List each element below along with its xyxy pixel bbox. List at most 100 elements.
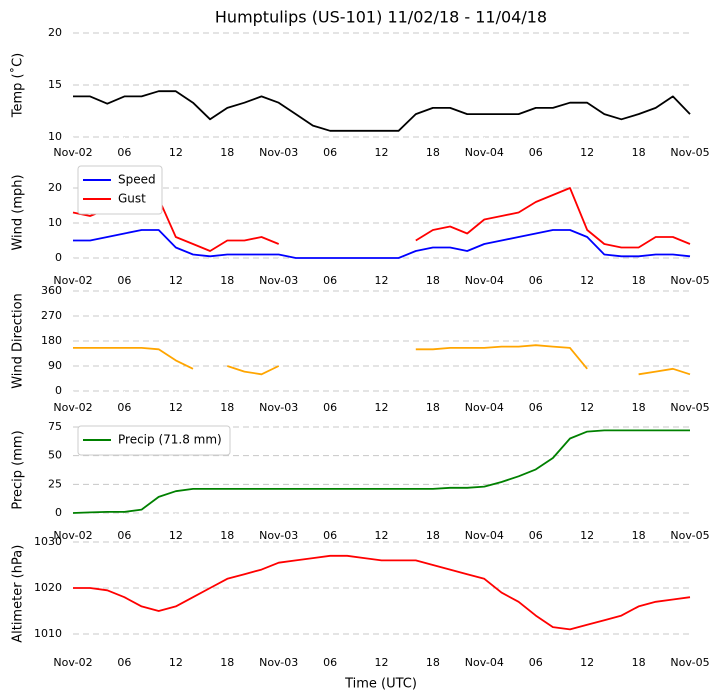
x-tick-label: 06 <box>117 529 131 542</box>
x-tick-label: 12 <box>375 274 389 287</box>
x-tick-label: 18 <box>632 274 646 287</box>
x-tick-label: 06 <box>117 401 131 414</box>
x-tick-label: 06 <box>323 529 337 542</box>
y-tick-label: 10 <box>48 130 62 143</box>
x-tick-label: 06 <box>529 656 543 669</box>
y-tick-label: 0 <box>55 251 62 264</box>
x-tick-label: Nov-03 <box>259 529 298 542</box>
legend-label: Speed <box>118 173 156 187</box>
x-tick-label: 18 <box>220 274 234 287</box>
x-tick-label: 12 <box>580 274 594 287</box>
series-line <box>73 90 691 132</box>
x-tick-label: 18 <box>632 401 646 414</box>
x-tick-label: Nov-03 <box>259 146 298 159</box>
x-tick-label: Nov-04 <box>465 274 504 287</box>
x-axis-label: Time (UTC) <box>344 677 417 692</box>
x-tick-label: Nov-05 <box>670 529 709 542</box>
x-tick-label: 12 <box>375 656 389 669</box>
x-tick-label: 06 <box>117 146 131 159</box>
x-tick-label: 18 <box>632 146 646 159</box>
y-tick-label: 20 <box>48 26 62 39</box>
x-tick-label: 06 <box>323 401 337 414</box>
x-tick-label: 12 <box>169 274 183 287</box>
x-tick-label: 18 <box>220 146 234 159</box>
series-line <box>72 187 691 252</box>
x-tick-label: 18 <box>220 529 234 542</box>
x-tick-label: 06 <box>323 274 337 287</box>
series-line <box>73 344 691 376</box>
y-tick-label: 75 <box>48 420 62 433</box>
x-tick-label: 12 <box>580 529 594 542</box>
x-tick-label: 12 <box>169 656 183 669</box>
x-tick-label: 18 <box>426 401 440 414</box>
x-tick-label: 18 <box>426 146 440 159</box>
x-tick-label: Nov-04 <box>465 529 504 542</box>
x-tick-label: Nov-02 <box>53 401 92 414</box>
legend-label: Gust <box>118 192 146 206</box>
y-tick-label: 360 <box>41 284 62 297</box>
x-tick-label: Nov-05 <box>670 656 709 669</box>
y-axis-label: Altimeter (hPa) <box>11 545 26 643</box>
x-tick-label: 12 <box>580 146 594 159</box>
y-tick-label: 1020 <box>34 581 62 594</box>
x-tick-label: 18 <box>426 656 440 669</box>
x-tick-label: 12 <box>580 656 594 669</box>
x-tick-label: Nov-04 <box>465 401 504 414</box>
x-tick-label: 06 <box>529 529 543 542</box>
x-tick-label: 06 <box>323 146 337 159</box>
x-tick-label: 12 <box>169 529 183 542</box>
x-tick-label: 06 <box>529 401 543 414</box>
y-tick-label: 10 <box>48 216 62 229</box>
x-tick-label: Nov-02 <box>53 656 92 669</box>
x-tick-label: 06 <box>117 656 131 669</box>
y-axis-label: Wind Direction <box>11 293 26 389</box>
x-tick-label: 18 <box>426 529 440 542</box>
series-line <box>73 554 691 631</box>
y-axis-label: Wind (mph) <box>11 174 26 250</box>
x-tick-label: Nov-05 <box>670 146 709 159</box>
x-tick-label: Nov-05 <box>670 274 709 287</box>
x-tick-label: 18 <box>220 401 234 414</box>
x-tick-label: 18 <box>632 529 646 542</box>
y-axis-label: Precip (mm) <box>11 430 26 509</box>
x-tick-label: Nov-04 <box>465 656 504 669</box>
x-tick-label: 12 <box>580 401 594 414</box>
chart-title: Humptulips (US-101) 11/02/18 - 11/04/18 <box>215 8 547 27</box>
x-tick-label: 12 <box>375 529 389 542</box>
x-tick-label: 06 <box>529 274 543 287</box>
x-tick-label: 12 <box>375 401 389 414</box>
y-tick-label: 180 <box>41 334 62 347</box>
y-tick-label: 15 <box>48 78 62 91</box>
series-line <box>72 429 690 514</box>
x-tick-label: 12 <box>169 401 183 414</box>
x-tick-label: 18 <box>632 656 646 669</box>
legend-box <box>77 425 231 456</box>
x-tick-label: 18 <box>220 656 234 669</box>
x-tick-label: 06 <box>117 274 131 287</box>
x-tick-label: Nov-05 <box>670 401 709 414</box>
x-tick-label: Nov-02 <box>53 274 92 287</box>
y-tick-label: 90 <box>48 359 62 372</box>
legend-label: Precip (71.8 mm) <box>118 433 222 447</box>
y-tick-label: 0 <box>55 384 62 397</box>
x-tick-label: 06 <box>529 146 543 159</box>
x-tick-label: 12 <box>375 146 389 159</box>
x-tick-label: Nov-03 <box>259 274 298 287</box>
x-tick-label: 12 <box>169 146 183 159</box>
legend-box <box>77 165 163 215</box>
x-tick-label: 18 <box>426 274 440 287</box>
y-tick-label: 1030 <box>34 535 62 548</box>
series-line <box>73 229 691 259</box>
y-axis-label: Temp (˚C) <box>10 53 26 119</box>
x-tick-label: Nov-04 <box>465 146 504 159</box>
y-tick-label: 20 <box>48 181 62 194</box>
y-tick-label: 1010 <box>34 627 62 640</box>
y-tick-label: 270 <box>41 309 62 322</box>
x-tick-label: Nov-02 <box>53 529 92 542</box>
x-tick-label: Nov-03 <box>259 401 298 414</box>
x-tick-label: Nov-02 <box>53 146 92 159</box>
x-tick-label: 06 <box>323 656 337 669</box>
y-tick-label: 25 <box>48 477 62 490</box>
y-tick-label: 50 <box>48 449 62 462</box>
